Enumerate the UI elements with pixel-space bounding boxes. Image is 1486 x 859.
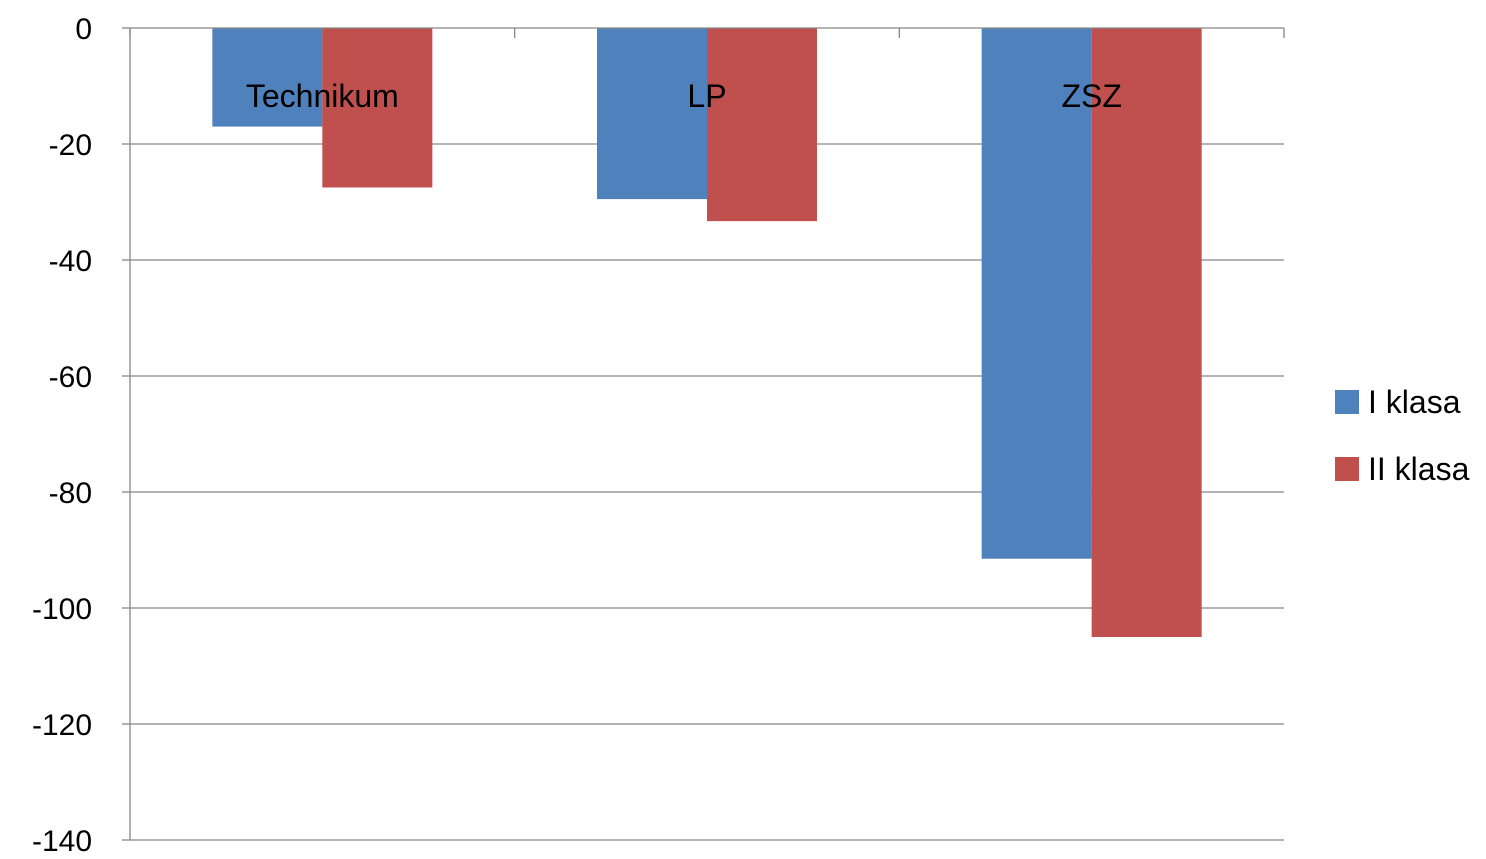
bars — [212, 28, 1202, 637]
bar-i-klasa-technikum — [212, 28, 323, 127]
gridlines — [130, 143, 1284, 841]
y-tick-label: 0 — [75, 13, 92, 46]
bar-ii-klasa-lp — [707, 28, 817, 222]
category-label: LP — [687, 78, 726, 114]
bar-i-klasa-zsz — [981, 28, 1092, 559]
y-tick-label: -100 — [32, 593, 92, 626]
y-tick-label: -20 — [49, 129, 92, 162]
bar-i-klasa-lp — [597, 28, 707, 200]
bar-ii-klasa-technikum — [322, 28, 433, 188]
y-tick-label: -140 — [32, 825, 92, 854]
y-tick-label: -60 — [49, 361, 92, 394]
legend-label: I klasa — [1368, 384, 1461, 420]
legend-swatch-i-klasa — [1335, 390, 1359, 414]
category-labels: Technikum LP ZSZ — [246, 78, 1122, 114]
y-tick-label: -40 — [49, 245, 92, 278]
y-tick-label: -120 — [32, 709, 92, 742]
y-tick-label: -80 — [49, 477, 92, 510]
category-label: Technikum — [246, 78, 399, 114]
axes: 0 -20 -40 -60 -80 -100 -120 -140 — [32, 13, 1285, 858]
legend-swatch-ii-klasa — [1335, 457, 1359, 481]
legend: I klasa II klasa — [1335, 384, 1470, 487]
legend-label: II klasa — [1368, 451, 1470, 487]
category-label: ZSZ — [1061, 78, 1121, 114]
bar-ii-klasa-zsz — [1091, 28, 1202, 637]
